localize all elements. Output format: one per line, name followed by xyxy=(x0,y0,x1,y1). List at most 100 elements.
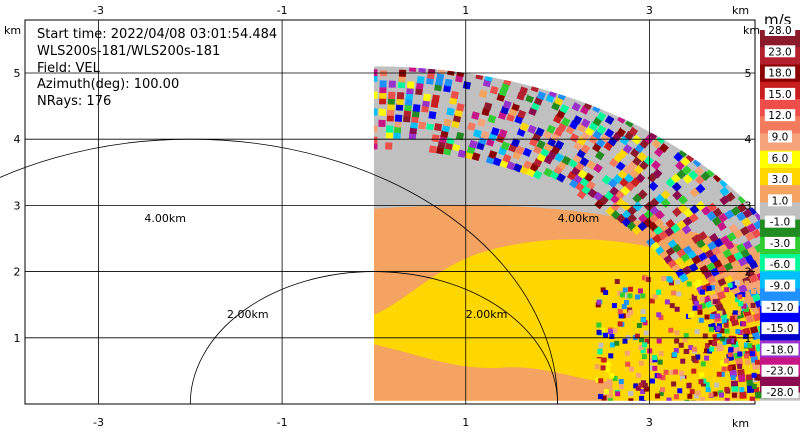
noise-cell xyxy=(373,91,378,99)
noise-cell xyxy=(614,340,620,346)
noise-cell xyxy=(686,383,692,389)
noise-cell xyxy=(703,348,709,354)
noise-cell xyxy=(373,142,378,150)
noise-cell xyxy=(711,246,722,256)
noise-cell xyxy=(448,130,457,140)
noise-cell xyxy=(619,292,625,298)
noise-cell xyxy=(650,160,661,171)
range-ring-label: 2.00km xyxy=(227,308,269,321)
noise-cell xyxy=(728,335,734,341)
noise-cell xyxy=(394,114,403,122)
noise-cell xyxy=(409,126,418,135)
noise-cell xyxy=(751,372,757,378)
noise-cell xyxy=(724,328,730,334)
noise-cell xyxy=(416,81,424,90)
noise-cell xyxy=(719,371,725,377)
noise-cell xyxy=(388,80,396,88)
noise-cell xyxy=(569,133,580,143)
noise-cell xyxy=(668,327,674,333)
noise-cell xyxy=(697,304,703,310)
noise-cell xyxy=(379,80,387,88)
noise-cell xyxy=(561,155,572,166)
noise-cell xyxy=(744,353,750,359)
noise-cell xyxy=(697,231,708,241)
noise-cell xyxy=(700,307,710,317)
range-ring xyxy=(0,138,558,405)
colorbar-label-bg xyxy=(764,109,796,122)
noise-cell xyxy=(736,400,742,401)
noise-cell xyxy=(423,93,431,102)
noise-cell xyxy=(468,140,478,149)
noise-cell xyxy=(688,345,694,351)
noise-cell xyxy=(737,363,743,369)
noise-cell xyxy=(716,371,722,377)
colorbar-label: -1.0 xyxy=(770,217,791,229)
colorbar-label-bg xyxy=(764,66,796,79)
noise-cell xyxy=(719,186,730,197)
noise-cell xyxy=(628,286,634,292)
noise-cell xyxy=(389,66,397,71)
noise-cell xyxy=(673,369,679,375)
noise-cell xyxy=(745,374,754,382)
noise-cell xyxy=(705,387,711,393)
noise-cell xyxy=(387,97,395,105)
noise-cell xyxy=(743,306,749,312)
noise-cell xyxy=(740,226,750,236)
noise-cell xyxy=(660,364,666,370)
noise-cell xyxy=(410,120,418,129)
noise-cell xyxy=(434,123,443,132)
sector-group xyxy=(373,66,800,401)
noise-cell xyxy=(686,293,692,299)
colorbar-label: 23.0 xyxy=(768,46,791,58)
noise-cell xyxy=(489,85,499,95)
noise-cell xyxy=(733,229,744,239)
field-text: Field: VEL xyxy=(37,61,101,76)
noise-cell xyxy=(450,90,459,100)
noise-cell xyxy=(705,337,711,343)
noise-cell xyxy=(408,66,417,72)
noise-cell xyxy=(515,145,525,155)
noise-cell xyxy=(618,379,624,385)
noise-cell xyxy=(694,393,700,399)
noise-cell xyxy=(628,398,634,401)
noise-cell xyxy=(584,172,594,183)
noise-cell xyxy=(418,121,427,130)
colorbar-label-bg xyxy=(764,87,796,100)
noise-cell xyxy=(701,205,711,216)
noise-cell xyxy=(744,280,750,286)
noise-cell xyxy=(751,293,761,303)
noise-cell xyxy=(749,351,755,357)
noise-cell xyxy=(707,202,718,213)
noise-cell xyxy=(681,224,692,235)
noise-cell xyxy=(428,111,437,120)
noise-cell xyxy=(637,189,648,200)
noise-cell xyxy=(556,173,566,183)
noise-cell xyxy=(608,353,614,359)
noise-cell xyxy=(502,153,512,164)
noise-cell xyxy=(456,103,465,112)
noise-cell xyxy=(725,192,736,202)
noise-cell xyxy=(636,322,642,328)
x-tick-label-bottom: 3 xyxy=(646,416,653,429)
noise-cell xyxy=(752,312,762,322)
noise-cell xyxy=(717,221,727,232)
noise-cell xyxy=(740,248,751,259)
y-tick-label-left: 1 xyxy=(14,332,21,345)
noise-cell xyxy=(601,395,607,401)
noise-cell xyxy=(385,142,393,150)
noise-cell xyxy=(627,213,638,224)
noise-cell xyxy=(745,314,755,324)
noise-cell xyxy=(749,396,755,401)
noise-cell xyxy=(745,359,751,365)
noise-cell xyxy=(642,275,648,281)
noise-cell xyxy=(681,165,692,176)
noise-cell xyxy=(687,393,693,399)
noise-cell xyxy=(612,328,618,334)
velocity-field xyxy=(373,66,800,401)
noise-cell xyxy=(602,332,608,338)
noise-cell xyxy=(487,114,497,124)
noise-cell xyxy=(522,147,532,158)
noise-cell xyxy=(677,203,688,214)
colorbar-label: 18.0 xyxy=(768,68,791,80)
noise-cell xyxy=(411,109,420,118)
